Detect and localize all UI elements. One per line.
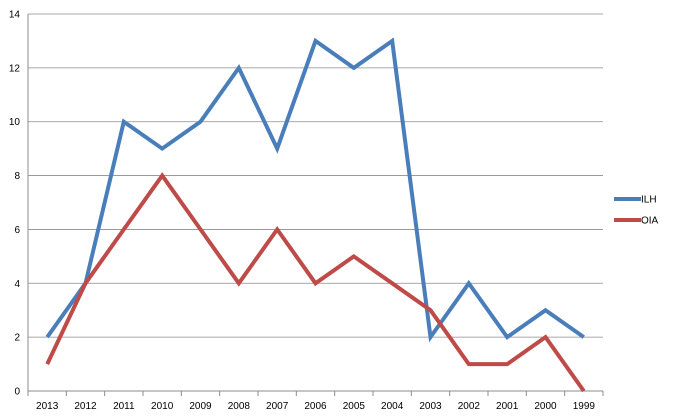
legend-label-oia: OIA [641, 216, 659, 227]
x-tick-label: 2001 [496, 401, 519, 412]
legend-label-ilh: ILH [641, 195, 657, 206]
y-tick-label: 10 [9, 117, 21, 128]
x-tick-label: 2008 [228, 401, 251, 412]
x-tick-label: 2005 [343, 401, 366, 412]
y-tick-label: 6 [14, 225, 20, 236]
x-tick-label: 2013 [36, 401, 59, 412]
y-axis-tick-labels: 0 2 4 6 8 10 12 14 [9, 10, 21, 398]
x-tick-label: 2003 [419, 401, 442, 412]
x-tick-label: 2012 [74, 401, 97, 412]
x-tick-label: 2002 [458, 401, 481, 412]
y-tick-label: 12 [9, 63, 21, 74]
y-tick-label: 2 [14, 333, 20, 344]
legend: ILH OIA [614, 195, 659, 227]
x-tick-label: 2010 [151, 401, 174, 412]
series-line-oia [45, 172, 586, 393]
series-lines [45, 37, 586, 393]
x-tick-label: 2009 [189, 401, 212, 412]
grid-lines [28, 13, 603, 338]
x-tick-label: 2007 [266, 401, 289, 412]
y-tick-label: 4 [14, 279, 20, 290]
x-tick-label: 1999 [573, 401, 596, 412]
series-line-ilh [45, 37, 585, 343]
x-tick-label: 2006 [304, 401, 327, 412]
x-tick-label: 2000 [534, 401, 557, 412]
y-tick-label: 0 [14, 387, 20, 398]
x-axis-tick-labels: 2013 2012 2011 2010 2009 2008 2007 2006 2005 2004… [36, 401, 595, 412]
x-tick-label: 2011 [113, 401, 135, 412]
axes [27, 14, 604, 396]
y-tick-label: 8 [14, 171, 20, 182]
y-tick-label: 14 [9, 10, 21, 21]
x-tick-label: 2004 [381, 401, 404, 412]
